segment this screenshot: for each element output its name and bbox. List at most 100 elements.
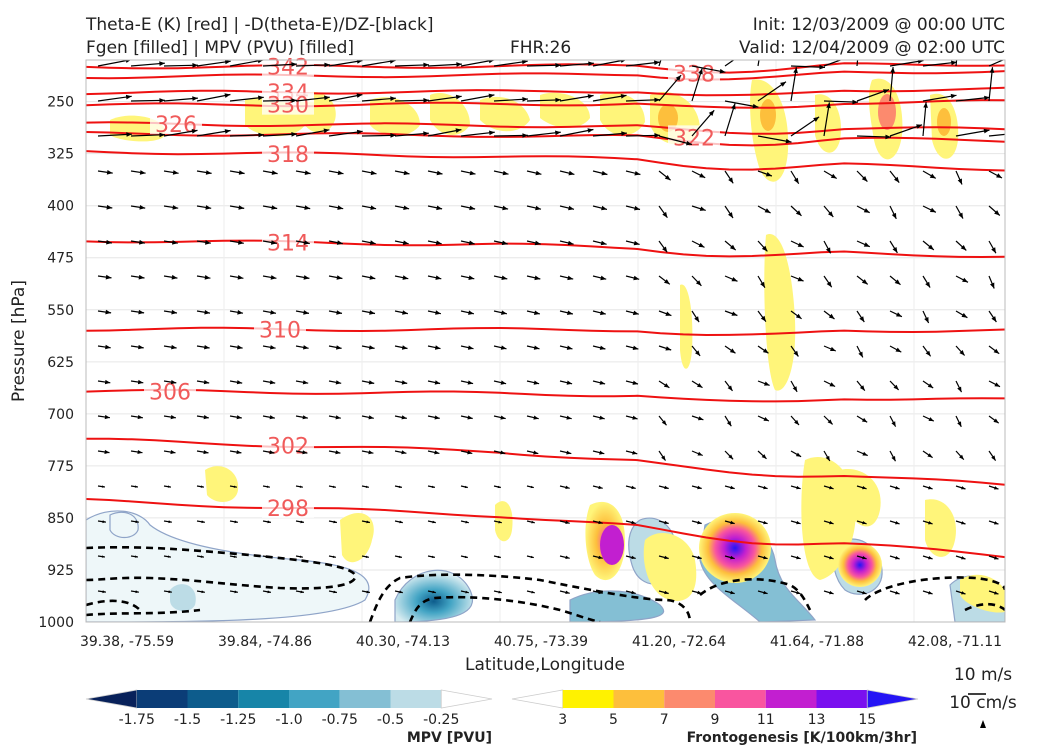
wind-arrowhead bbox=[895, 486, 900, 490]
wind-arrowhead bbox=[664, 175, 671, 181]
wind-arrowhead bbox=[224, 60, 231, 65]
wind-arrowhead bbox=[728, 177, 734, 184]
wind-arrowhead bbox=[398, 555, 402, 558]
wind-arrowhead bbox=[960, 245, 967, 251]
wind-arrowhead bbox=[993, 418, 999, 424]
wind-arrowhead bbox=[303, 310, 309, 315]
wind-arrowhead bbox=[192, 63, 198, 68]
wind-arrowhead bbox=[962, 277, 968, 283]
wind-arrowhead bbox=[159, 98, 165, 103]
wind-arrow bbox=[889, 124, 923, 137]
wind-arrowhead bbox=[699, 206, 706, 211]
wind-arrow bbox=[559, 128, 594, 137]
wind-arrowhead bbox=[336, 345, 342, 350]
x-tick-label: 39.38, -75.59 bbox=[80, 634, 174, 650]
wind-arrowhead bbox=[201, 590, 205, 594]
wind-arrowhead bbox=[686, 140, 692, 146]
wind-arrow bbox=[691, 68, 703, 102]
wind-arrowhead bbox=[829, 485, 834, 490]
theta-e-line bbox=[86, 388, 1005, 403]
y-tick-label: 550 bbox=[47, 303, 74, 319]
wind-arrowhead bbox=[600, 275, 607, 281]
wind-arrowhead bbox=[106, 239, 112, 245]
wind-arrowhead bbox=[464, 485, 468, 489]
wind-arrow bbox=[328, 60, 363, 67]
wind-arrowhead bbox=[291, 132, 297, 137]
wind-arrowhead bbox=[726, 420, 732, 427]
wind-arrowhead bbox=[796, 485, 801, 490]
theta-e-label-bg bbox=[262, 141, 314, 164]
wind-arrowhead bbox=[996, 173, 1002, 178]
wind-arrow bbox=[790, 65, 826, 68]
wind-arrowhead bbox=[167, 485, 171, 488]
wind-arrowhead bbox=[859, 316, 865, 322]
wind-arrowhead bbox=[829, 520, 834, 525]
wind-key: 10 m/s 10 cm/s bbox=[949, 665, 1017, 728]
wind-arrow bbox=[361, 134, 397, 137]
wind-arrowhead bbox=[104, 414, 110, 420]
wind-arrowhead bbox=[928, 556, 933, 560]
wind-arrowhead bbox=[266, 485, 270, 488]
wind-arrowhead bbox=[102, 520, 106, 524]
wind-arrowhead bbox=[565, 485, 570, 489]
wind-arrowhead bbox=[291, 98, 297, 103]
wind-arrowhead bbox=[785, 138, 792, 144]
wind-arrowhead bbox=[126, 132, 132, 137]
wind-arrow bbox=[493, 134, 529, 137]
theta-e-label-bg bbox=[254, 317, 306, 340]
wind-arrowhead bbox=[368, 415, 374, 420]
wind-arrowhead bbox=[530, 485, 534, 489]
wind-arrowhead bbox=[951, 60, 957, 66]
colorbar-cell bbox=[715, 690, 766, 708]
wind-arrowhead bbox=[760, 315, 766, 322]
title-line-2: Fgen [filled] | MPV (PVU) [filled] bbox=[86, 38, 355, 58]
wind-arrowhead bbox=[356, 60, 363, 64]
wind-arrowhead bbox=[829, 555, 834, 560]
wind-arrowhead bbox=[269, 415, 275, 420]
wind-arrowhead bbox=[203, 450, 209, 455]
wind-arrowhead bbox=[139, 239, 145, 245]
wind-arrowhead bbox=[664, 485, 669, 490]
wind-arrowhead bbox=[731, 277, 738, 282]
wind-arrowhead bbox=[747, 47, 753, 52]
wind-arrow bbox=[295, 96, 330, 102]
wind-arrowhead bbox=[828, 313, 835, 319]
wind-arrowhead bbox=[730, 590, 735, 595]
wind-arrowhead bbox=[390, 96, 396, 101]
wind-arrow bbox=[130, 62, 165, 67]
wind-arrowhead bbox=[957, 32, 962, 38]
wind-arrowhead bbox=[101, 555, 105, 558]
wind-arrowhead bbox=[632, 415, 638, 420]
wind-arrow bbox=[955, 129, 990, 137]
wind-arrowhead bbox=[423, 98, 429, 103]
wind-arrowhead bbox=[200, 485, 204, 488]
wind-arrowhead bbox=[697, 383, 703, 388]
wind-arrowhead bbox=[204, 345, 210, 350]
wind-arrow bbox=[658, 60, 662, 67]
colorbar-cell bbox=[339, 690, 391, 708]
wind-arrowhead bbox=[923, 102, 928, 108]
wind-arrowhead bbox=[138, 274, 145, 280]
wind-arrowhead bbox=[238, 205, 245, 210]
wind-arrowhead bbox=[270, 345, 276, 350]
wind-arrowhead bbox=[237, 275, 244, 280]
wind-arrowhead bbox=[829, 382, 836, 387]
wind-arrow bbox=[889, 60, 924, 67]
theta-e-line bbox=[86, 498, 1005, 559]
wind-arrow bbox=[97, 133, 132, 137]
wind-arrowhead bbox=[568, 205, 574, 211]
wind-arrowhead bbox=[654, 133, 660, 138]
wind-arrowhead bbox=[403, 205, 410, 210]
wind-arrowhead bbox=[192, 96, 198, 101]
wind-arrowhead bbox=[697, 590, 702, 595]
wind-arrowhead bbox=[857, 32, 862, 38]
wind-arrow bbox=[724, 100, 759, 108]
wind-arrowhead bbox=[455, 94, 462, 100]
wind-arrowhead bbox=[303, 240, 310, 245]
wind-arrowhead bbox=[237, 310, 243, 315]
wind-arrowhead bbox=[555, 63, 561, 68]
theta-e-line bbox=[86, 62, 1005, 74]
colorbar-tick: -1.0 bbox=[275, 712, 302, 728]
wind-arrowhead bbox=[983, 128, 990, 134]
wind-arrowhead bbox=[632, 380, 638, 385]
